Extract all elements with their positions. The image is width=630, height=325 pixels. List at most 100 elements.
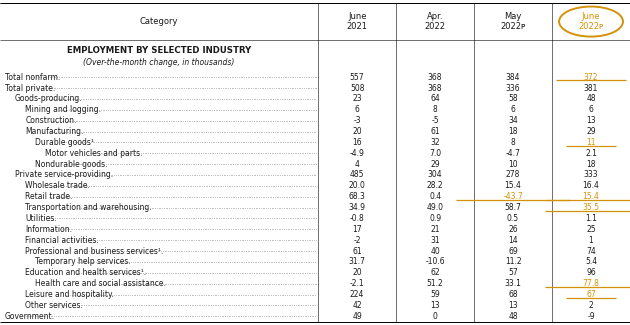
Text: Other services.: Other services. [25, 301, 83, 310]
Text: 16.4: 16.4 [583, 181, 600, 190]
Text: 372: 372 [584, 73, 598, 82]
Text: -3: -3 [353, 116, 361, 125]
Text: 48: 48 [508, 312, 518, 321]
Text: 69: 69 [508, 247, 518, 255]
Text: Wholesale trade.: Wholesale trade. [25, 181, 90, 190]
Text: June
2021: June 2021 [346, 12, 368, 31]
Text: 1.1: 1.1 [585, 214, 597, 223]
Text: Government.: Government. [5, 312, 55, 321]
Text: 28.2: 28.2 [427, 181, 444, 190]
Text: 2: 2 [588, 301, 593, 310]
Text: 64: 64 [430, 94, 440, 103]
Text: 33.1: 33.1 [505, 279, 522, 288]
Text: 15.4: 15.4 [583, 192, 600, 201]
Text: Utilities.: Utilities. [25, 214, 57, 223]
Text: 5.4: 5.4 [585, 257, 597, 266]
Text: 20: 20 [352, 268, 362, 277]
Text: Motor vehicles and parts.: Motor vehicles and parts. [45, 149, 143, 158]
Text: 77.8: 77.8 [583, 279, 600, 288]
Text: 26: 26 [508, 225, 518, 234]
Text: 7.0: 7.0 [429, 149, 441, 158]
Text: 31: 31 [430, 236, 440, 245]
Text: 49: 49 [352, 312, 362, 321]
Text: Construction.: Construction. [25, 116, 77, 125]
Text: 25: 25 [586, 225, 596, 234]
Text: Leisure and hospitality.: Leisure and hospitality. [25, 290, 114, 299]
Text: 336: 336 [506, 84, 520, 93]
Text: 32: 32 [430, 138, 440, 147]
Text: Category: Category [140, 17, 178, 26]
Text: 16: 16 [352, 138, 362, 147]
Text: 13: 13 [430, 301, 440, 310]
Text: 304: 304 [428, 171, 442, 179]
Text: 508: 508 [350, 84, 364, 93]
Text: -43.7: -43.7 [503, 192, 523, 201]
Text: Private service-providing.: Private service-providing. [15, 171, 113, 179]
Text: 61: 61 [352, 247, 362, 255]
Text: June
2022ᴘ: June 2022ᴘ [578, 12, 604, 31]
Text: 485: 485 [350, 171, 364, 179]
Text: 34: 34 [508, 116, 518, 125]
Text: Total private.: Total private. [5, 84, 55, 93]
Text: (Over-the-month change, in thousands): (Over-the-month change, in thousands) [83, 58, 235, 67]
Text: 368: 368 [428, 73, 442, 82]
Text: 48: 48 [586, 94, 596, 103]
Text: -4.7: -4.7 [506, 149, 520, 158]
Text: 35.5: 35.5 [583, 203, 600, 212]
Text: 8: 8 [511, 138, 515, 147]
Text: -5: -5 [432, 116, 439, 125]
Text: Goods-producing.: Goods-producing. [15, 94, 83, 103]
Text: 18: 18 [587, 160, 596, 169]
Text: 13: 13 [508, 301, 518, 310]
Text: 31.7: 31.7 [348, 257, 365, 266]
Text: 0.4: 0.4 [429, 192, 441, 201]
Text: Education and health services¹.: Education and health services¹. [25, 268, 146, 277]
Text: 6: 6 [511, 105, 515, 114]
Text: 74: 74 [586, 247, 596, 255]
Text: 62: 62 [430, 268, 440, 277]
Text: 6: 6 [588, 105, 593, 114]
Text: 58: 58 [508, 94, 518, 103]
Text: 59: 59 [430, 290, 440, 299]
Text: 18: 18 [508, 127, 518, 136]
Text: 11: 11 [587, 138, 596, 147]
Text: 10: 10 [508, 160, 518, 169]
Text: 0.9: 0.9 [429, 214, 441, 223]
Text: 29: 29 [586, 127, 596, 136]
Text: 224: 224 [350, 290, 364, 299]
Text: Total nonfarm.: Total nonfarm. [5, 73, 60, 82]
Text: 333: 333 [584, 171, 598, 179]
Text: 17: 17 [352, 225, 362, 234]
Text: Manufacturing.: Manufacturing. [25, 127, 84, 136]
Text: 384: 384 [506, 73, 520, 82]
Text: 14: 14 [508, 236, 518, 245]
Text: 49.0: 49.0 [427, 203, 444, 212]
Text: May
2022ᴘ: May 2022ᴘ [500, 12, 526, 31]
Text: 0: 0 [433, 312, 437, 321]
Text: Nondurable goods.: Nondurable goods. [35, 160, 108, 169]
Text: -9: -9 [587, 312, 595, 321]
Text: -10.6: -10.6 [425, 257, 445, 266]
Text: 8: 8 [433, 105, 437, 114]
Text: 21: 21 [430, 225, 440, 234]
Text: 68.3: 68.3 [348, 192, 365, 201]
Text: 15.4: 15.4 [505, 181, 522, 190]
Text: EMPLOYMENT BY SELECTED INDUSTRY: EMPLOYMENT BY SELECTED INDUSTRY [67, 46, 251, 55]
Text: 67: 67 [586, 290, 596, 299]
Text: 1: 1 [588, 236, 593, 245]
Text: 51.2: 51.2 [427, 279, 444, 288]
Text: Apr.
2022: Apr. 2022 [425, 12, 445, 31]
Text: 2.1: 2.1 [585, 149, 597, 158]
Text: -2: -2 [353, 236, 361, 245]
Text: 278: 278 [506, 171, 520, 179]
Text: Temporary help services.: Temporary help services. [35, 257, 131, 266]
Text: 11.2: 11.2 [505, 257, 522, 266]
Text: Durable goods¹: Durable goods¹ [35, 138, 94, 147]
Text: Financial activities.: Financial activities. [25, 236, 99, 245]
Text: 6: 6 [355, 105, 360, 114]
Text: 68: 68 [508, 290, 518, 299]
Text: 4: 4 [355, 160, 360, 169]
Text: Mining and logging.: Mining and logging. [25, 105, 101, 114]
Text: 0.5: 0.5 [507, 214, 519, 223]
Text: 557: 557 [350, 73, 364, 82]
